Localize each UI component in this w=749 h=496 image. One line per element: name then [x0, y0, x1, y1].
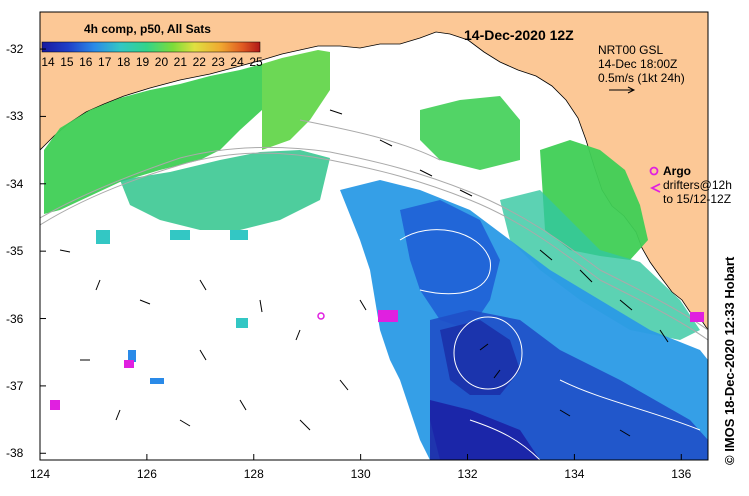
- plot-frame: [39, 11, 709, 461]
- x-tick-label: 134: [564, 467, 585, 481]
- colorbar-tick-label: 18: [116, 55, 131, 69]
- colorbar-tick-label: 19: [135, 55, 150, 69]
- colorbar-title: 4h comp, p50, All Sats: [84, 22, 211, 36]
- sst-patch: [150, 378, 164, 384]
- x-tick-label: 130: [350, 467, 371, 481]
- colorbar-tick-label: 16: [79, 55, 93, 69]
- sst-patch: [120, 150, 330, 230]
- currents-legend-line3: 0.5m/s (1kt 24h): [598, 71, 685, 85]
- argo-legend-line1: drifters@12h: [663, 178, 732, 192]
- colorbar-tick-label: 17: [98, 55, 112, 69]
- sst-patch: [44, 64, 262, 214]
- y-tick-label: -36: [6, 311, 24, 326]
- date-title: 14-Dec-2020 12Z: [464, 27, 574, 43]
- x-tick-label: 132: [457, 467, 478, 481]
- colorbar-tick-label: 24: [230, 55, 244, 69]
- colorbar-tick-label: 22: [192, 55, 206, 69]
- sst-patch: [96, 230, 110, 244]
- sst-patch: [128, 350, 136, 362]
- current-scale-arrow: [609, 86, 636, 94]
- currents-legend-line2: 14-Dec 18:00Z: [598, 57, 678, 71]
- colorbar-tick-label: 15: [60, 55, 74, 69]
- sst-contours: [399, 229, 701, 460]
- y-tick-label: -32: [6, 42, 24, 57]
- sst-patch: [420, 96, 520, 170]
- credit-text: © IMOS 18-Dec-2020 12:33 Hobart: [722, 256, 737, 465]
- colorbar-tick-label: 25: [249, 55, 263, 69]
- sst-patch: [400, 200, 500, 330]
- colorbar-tick-label: 21: [173, 55, 188, 69]
- argo-legend-label: Argo: [663, 164, 691, 178]
- current-vectors: [59, 109, 669, 437]
- sst-patch: [236, 318, 248, 328]
- currents-legend-line1: NRT00 GSL: [598, 43, 664, 57]
- argo-legend-line2: to 15/12-12Z: [663, 192, 732, 206]
- sst-patch: [430, 400, 540, 460]
- y-tick-label: -35: [6, 244, 24, 259]
- sst-patch: [440, 320, 520, 395]
- argo-tracks: [50, 310, 704, 410]
- x-tick-label: 124: [30, 467, 51, 481]
- x-tick-label: 126: [136, 467, 157, 481]
- argo-legend-marker: [649, 166, 661, 193]
- colorbar-tick-label: 14: [41, 55, 55, 69]
- axis-ticks: [39, 48, 682, 460]
- y-tick-label: -37: [6, 378, 24, 393]
- sst-patch: [500, 190, 700, 340]
- colorbar-tick-label: 23: [211, 55, 225, 69]
- x-tick-label: 128: [243, 467, 264, 481]
- y-tick-label: -38: [6, 446, 24, 461]
- x-tick-label: 136: [671, 467, 692, 481]
- colorbar-tick-label: 20: [154, 55, 169, 69]
- y-tick-label: -34: [6, 176, 24, 191]
- colorbar: [41, 41, 261, 53]
- sst-patch: [170, 230, 190, 240]
- bathymetry-contours: [40, 119, 708, 341]
- sst-patch: [230, 230, 248, 240]
- sst-patch: [262, 50, 330, 150]
- y-tick-label: -33: [6, 109, 24, 124]
